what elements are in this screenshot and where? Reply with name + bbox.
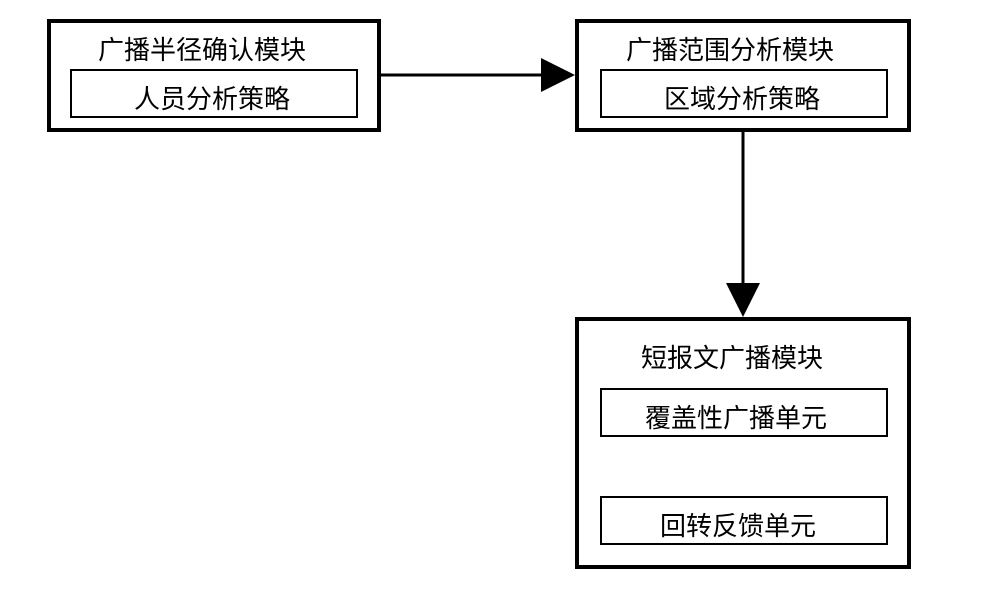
module-short-message-broadcast-title: 短报文广播模块 <box>641 338 823 375</box>
arrow-range-to-broadcast <box>726 132 760 317</box>
strategy-area-analysis-label: 区域分析策略 <box>664 79 820 116</box>
unit-coverage-broadcast-label: 覆盖性广播单元 <box>645 398 827 435</box>
arrow-radius-to-range <box>381 58 575 92</box>
unit-feedback-return-label: 回转反馈单元 <box>660 506 816 543</box>
strategy-personnel-analysis-label: 人员分析策略 <box>134 79 290 116</box>
module-broadcast-range-title: 广播范围分析模块 <box>626 30 834 67</box>
module-broadcast-radius-title: 广播半径确认模块 <box>98 30 306 67</box>
